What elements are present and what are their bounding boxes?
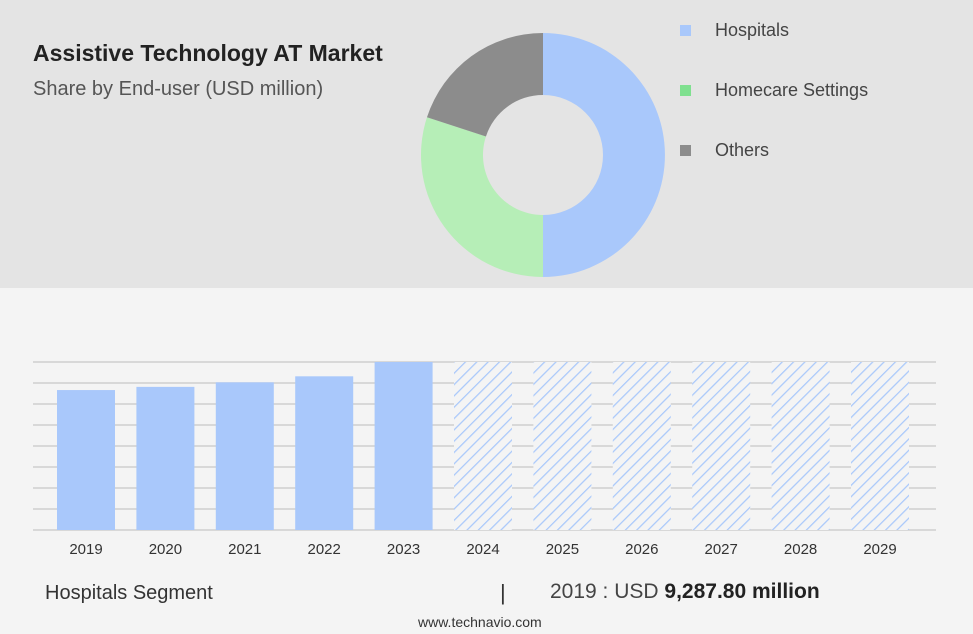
x-tick-2019: 2019	[69, 541, 102, 558]
x-tick-2025: 2025	[546, 541, 579, 558]
footer-divider: |	[500, 580, 506, 605]
legend-label-hospitals: Hospitals	[715, 19, 790, 40]
x-tick-2027: 2027	[705, 541, 738, 558]
x-tick-2029: 2029	[863, 541, 896, 558]
chart-subtitle: Share by End-user (USD million)	[33, 78, 324, 100]
legend-item-hospitals: Hospitals	[680, 16, 789, 44]
legend-swatch-hospitals	[680, 24, 691, 36]
legend-label-others: Others	[715, 139, 770, 160]
segment-value-year: 2019 : USD	[550, 580, 659, 603]
bar-2026	[612, 362, 671, 530]
legend: Hospitals Homecare Settings Others	[680, 16, 950, 176]
chart-title: Assistive Technology AT Market	[33, 40, 383, 66]
segment-label: Hospitals Segment	[45, 582, 213, 604]
bar-chart: 2019 2020 2021 2022 2023 2024 2025 2026 2027 2028…	[33, 361, 936, 558]
bar-2025	[533, 362, 592, 530]
bar-2020	[136, 386, 195, 530]
bar-2019	[57, 390, 115, 530]
bar-2028	[771, 362, 830, 530]
bar-2027	[692, 362, 751, 530]
legend-item-homecare-settings: Homecare Settings	[680, 76, 868, 104]
donut-chart	[421, 33, 665, 277]
legend-item-others: Others	[680, 136, 769, 164]
donut-slice-hospitals	[543, 33, 665, 277]
x-tick-2028: 2028	[784, 541, 817, 558]
bar-2029	[851, 362, 909, 530]
bar-2021	[215, 382, 274, 530]
x-tick-2020: 2020	[149, 541, 182, 558]
x-tick-2024: 2024	[466, 541, 499, 558]
bar-2024	[454, 362, 512, 530]
donut-slice-others	[426, 33, 543, 137]
bar-2023	[374, 362, 433, 530]
legend-label-homecare-settings: Homecare Settings	[715, 79, 869, 100]
legend-swatch-homecare-settings	[680, 84, 691, 96]
segment-value: 2019 : USD 9,287.80 million	[550, 580, 820, 604]
x-tick-2023: 2023	[387, 541, 420, 558]
x-tick-2021: 2021	[228, 541, 261, 558]
segment-value-amount: 9,287.80 million	[664, 580, 820, 603]
website-link[interactable]: www.technavio.com	[418, 614, 542, 630]
legend-swatch-others	[680, 144, 691, 156]
bar-2022	[295, 376, 354, 530]
x-tick-2022: 2022	[308, 541, 341, 558]
donut-slice-homecare-settings	[421, 117, 543, 277]
x-tick-2026: 2026	[625, 541, 658, 558]
